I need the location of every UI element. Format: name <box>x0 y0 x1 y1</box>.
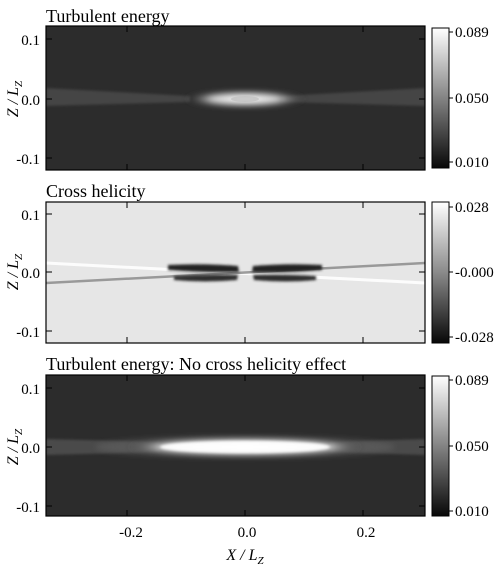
panel-3-tick-marks <box>46 375 425 516</box>
heatmap-1-wings <box>46 88 425 106</box>
panel-cross-helicity: Cross helicity 0.1 0.0 -0.1 Z / LZ <box>5 181 494 346</box>
colorbar-3-tick-label: 0.010 <box>455 504 489 520</box>
panel-1-ylabel: Z / LZ <box>5 80 25 117</box>
colorbar-1: 0.089 0.050 0.010 <box>431 25 489 171</box>
colorbar-1-tick-label: 0.010 <box>455 155 489 171</box>
panel-2-ytick-marks <box>46 202 425 343</box>
panel-2-ylabel: Z / LZ <box>5 253 25 290</box>
panel-1-title: Turbulent energy <box>46 6 170 26</box>
heatmap-2-dark-lobe <box>168 264 239 273</box>
colorbar-1-gradient <box>431 27 450 169</box>
colorbar-2-tick-label: 0.028 <box>455 200 489 216</box>
panel-1-ytick-label: 0.1 <box>21 33 40 49</box>
panel-2-title: Cross helicity <box>46 181 146 201</box>
panel-3-ytick-label: 0.1 <box>21 382 40 398</box>
colorbar-1-tick-label: 0.050 <box>455 91 489 107</box>
heatmap-1 <box>46 26 425 170</box>
panel-3-title: Turbulent energy: No cross helicity effe… <box>46 354 346 374</box>
panel-3-ylabel: Z / LZ <box>5 428 25 465</box>
panel-3-ytick-label: -0.1 <box>16 500 40 516</box>
panel-1-ytick-label: -0.1 <box>16 152 40 168</box>
panel-turbulent-energy-no-cross-helicity: Turbulent energy: No cross helicity effe… <box>5 354 489 567</box>
colorbar-2: 0.028 -0.000 -0.028 <box>431 200 494 346</box>
panel-3-xtick-label: 0.2 <box>357 525 376 541</box>
panel-1-ytick-marks <box>46 26 425 170</box>
panel-1-ytick-label: 0.0 <box>21 93 40 109</box>
panel-3-ytick-label: 0.0 <box>21 441 40 457</box>
colorbar-2-gradient <box>431 201 450 344</box>
heatmap-3 <box>46 375 425 516</box>
colorbar-3-tick-label: 0.050 <box>455 439 489 455</box>
heatmap-2-dark-streak <box>46 261 425 285</box>
colorbar-2-tick-label: -0.028 <box>455 330 494 346</box>
panel-3-xtick-label: -0.2 <box>119 525 143 541</box>
panel-2-ytick-label: 0.1 <box>21 208 40 224</box>
panel-3-xtick-label: 0.0 <box>238 525 257 541</box>
panel-2-ytick-label: 0.0 <box>21 266 40 282</box>
heatmap-2 <box>46 202 425 343</box>
panel-2-ytick-label: -0.1 <box>16 325 40 341</box>
colorbar-3: 0.089 0.050 0.010 <box>431 373 489 520</box>
colorbar-3-gradient <box>431 375 450 517</box>
panel-turbulent-energy: Turbulent energy 0.1 0.0 -0.1 Z / LZ 0.0… <box>5 6 489 171</box>
panel-3-xlabel: X / LZ <box>225 547 264 567</box>
colorbar-2-tick-label: -0.000 <box>455 265 494 281</box>
colorbar-1-tick-label: 0.089 <box>455 25 489 41</box>
colorbar-3-tick-label: 0.089 <box>455 373 489 389</box>
